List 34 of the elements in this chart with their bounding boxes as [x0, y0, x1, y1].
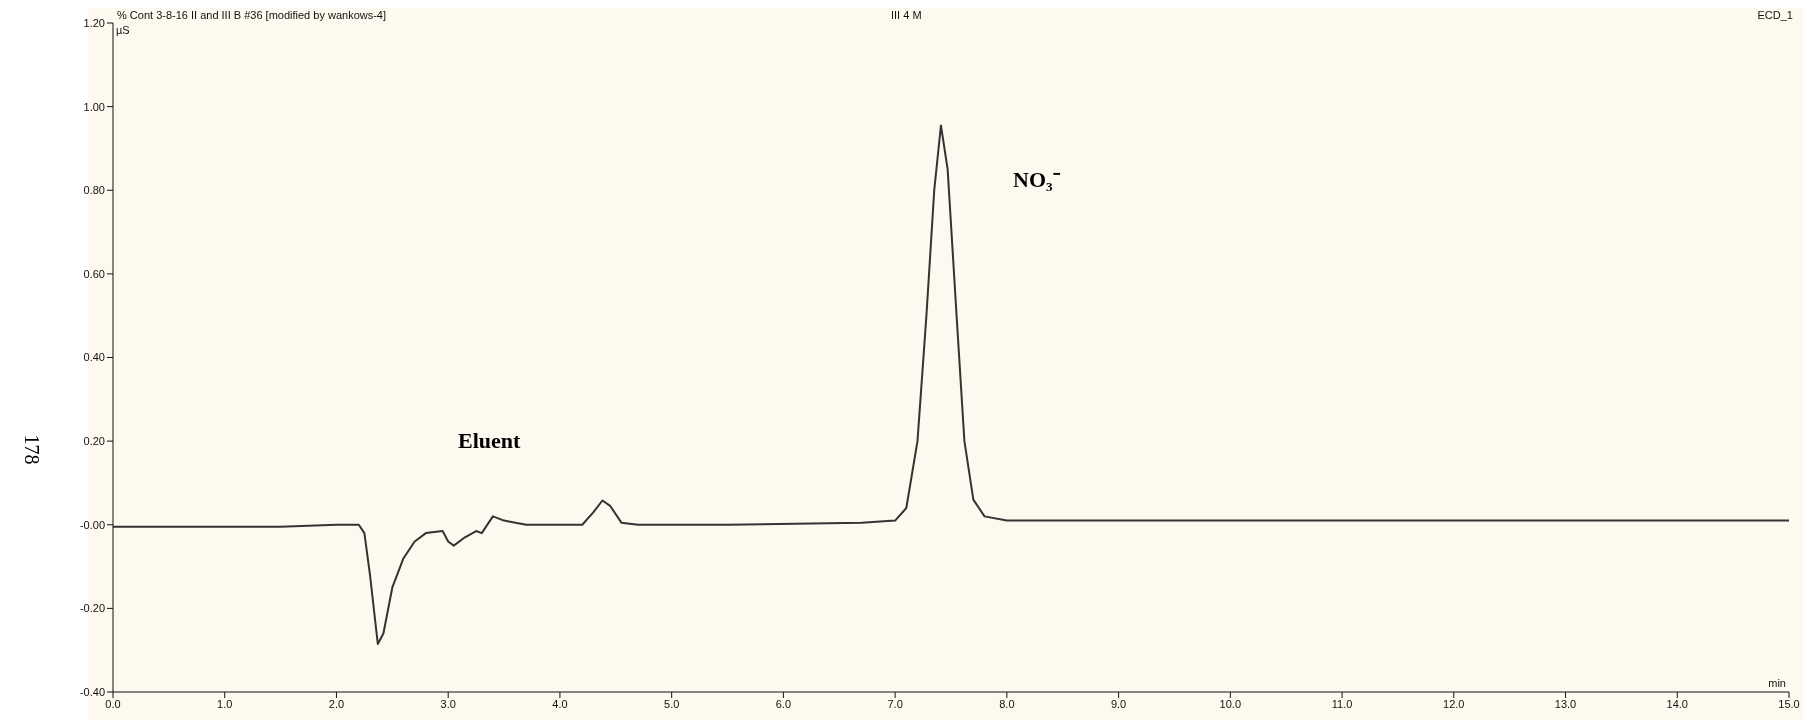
chart-subtitle: III 4 M	[891, 9, 922, 21]
x-tick-label: 3.0	[440, 697, 456, 710]
y-tick-label: 0.20	[83, 435, 105, 448]
x-tick-label: 4.0	[552, 697, 568, 710]
x-tick-label: 10.0	[1219, 697, 1242, 710]
x-tick-label: 13.0	[1554, 697, 1577, 710]
x-tick-label: 14.0	[1666, 697, 1688, 710]
chart-title: % Cont 3-8-16 II and III B #36 [modified by wankows-4]	[117, 9, 387, 21]
x-tick-label: 2.0	[328, 697, 345, 710]
x-tick-label: 15.0	[1778, 697, 1800, 710]
text: 178	[19, 434, 43, 465]
x-tick-label: 7.0	[887, 697, 903, 710]
x-axis-title: min	[1768, 677, 1786, 689]
text: ECD_1	[1757, 9, 1793, 21]
y-tick-label: 1.20	[83, 16, 105, 29]
y-tick-label: 0.80	[83, 184, 105, 197]
y-axis-title: µS	[116, 24, 130, 36]
x-tick-label: 9.0	[1110, 697, 1127, 710]
y-tick-label: 0.40	[83, 351, 105, 364]
x-tick-label: 8.0	[999, 697, 1015, 710]
x-tick-label: 0.0	[105, 697, 121, 710]
y-tick-label: -0.40	[79, 685, 105, 698]
x-tick-label: 5.0	[664, 697, 680, 710]
x-tick-label: 6.0	[775, 697, 792, 710]
y-tick-label: 1.00	[83, 100, 105, 113]
y-tick-label: -0.00	[79, 518, 105, 531]
x-tick-label: 1.0	[217, 697, 233, 710]
y-tick-label: -0.20	[79, 602, 105, 615]
y-tick-label: 0.60	[83, 267, 105, 280]
annotation: NO₃⁻	[1013, 166, 1060, 193]
x-tick-label: 11.0	[1331, 697, 1353, 710]
annotation: Eluent	[458, 428, 521, 454]
x-tick-label: 12.0	[1443, 697, 1465, 710]
line-series	[113, 124, 1789, 645]
